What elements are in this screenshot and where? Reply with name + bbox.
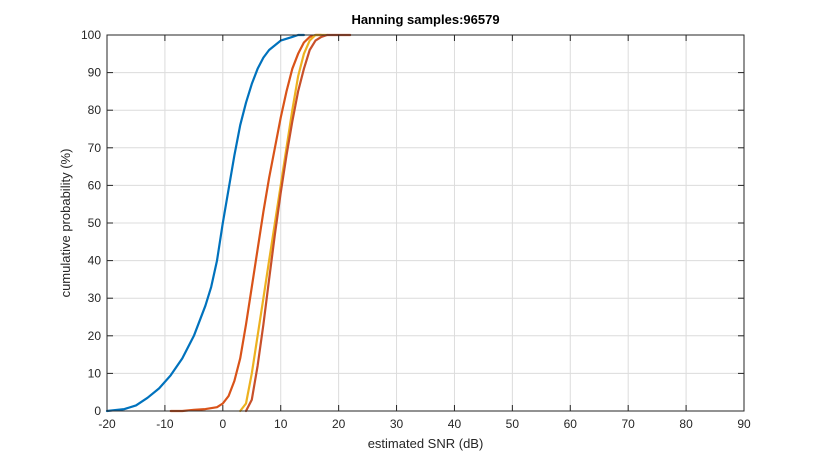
y-tick-label: 100 bbox=[81, 28, 101, 42]
y-tick-labels: 0 10 20 30 40 50 60 70 80 90 100 bbox=[81, 28, 101, 418]
y-tick-label: 30 bbox=[88, 291, 102, 305]
x-tick-label: 80 bbox=[679, 417, 693, 431]
series-line-3 bbox=[239, 33, 329, 413]
y-tick-label: 0 bbox=[94, 404, 101, 418]
x-tick-label: 30 bbox=[390, 417, 404, 431]
x-tick-label: 60 bbox=[564, 417, 578, 431]
y-tick-label: 50 bbox=[88, 216, 102, 230]
x-tick-label: 90 bbox=[737, 417, 751, 431]
x-tick-label: 0 bbox=[219, 417, 226, 431]
x-tick-label: 10 bbox=[274, 417, 288, 431]
y-tick-label: 10 bbox=[88, 366, 102, 380]
y-tick-label: 40 bbox=[88, 254, 102, 268]
series-line-2 bbox=[169, 33, 323, 413]
x-tick-labels: -20 -10 0 10 20 30 40 50 60 70 80 90 bbox=[98, 417, 751, 431]
x-tick-label: 70 bbox=[622, 417, 636, 431]
y-axis-label: cumulative probability (%) bbox=[58, 149, 73, 298]
series-line-1 bbox=[105, 33, 305, 413]
y-tick-label: 60 bbox=[88, 178, 102, 192]
y-tick-label: 90 bbox=[88, 66, 102, 80]
chart-title: Hanning samples:96579 bbox=[351, 12, 499, 27]
x-tick-label: 50 bbox=[506, 417, 520, 431]
y-tick-label: 20 bbox=[88, 329, 102, 343]
x-tick-label: -10 bbox=[156, 417, 174, 431]
x-tick-label: 40 bbox=[448, 417, 462, 431]
tick-marks bbox=[106, 34, 745, 412]
x-tick-label: -20 bbox=[98, 417, 116, 431]
x-axis-label: estimated SNR (dB) bbox=[368, 436, 484, 451]
grid bbox=[107, 35, 744, 411]
y-tick-label: 80 bbox=[88, 103, 102, 117]
x-tick-label: 20 bbox=[332, 417, 346, 431]
y-tick-label: 70 bbox=[88, 141, 102, 155]
